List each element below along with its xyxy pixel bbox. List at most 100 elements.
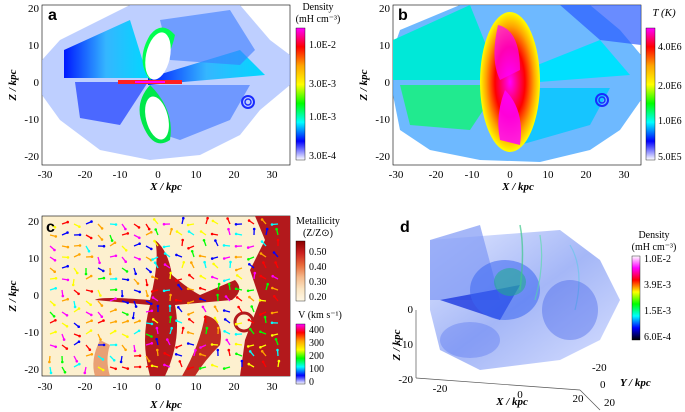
velocity-arrow-head: [203, 315, 207, 319]
velocity-arrow-head: [102, 269, 105, 273]
velocity-arrow-head: [212, 262, 215, 266]
panel-b-ytick: 10: [379, 40, 391, 52]
panel-c-xticks: -30 -20 -10 0 10 20 30: [38, 381, 278, 393]
velocity-arrow-head: [229, 260, 232, 264]
panel-b-colorbar-bar: [645, 27, 656, 161]
velocity-arrow-head: [66, 297, 69, 301]
velocity-arrow-head: [138, 236, 141, 240]
velocity-arrow-head: [181, 326, 185, 330]
panel-d-ztick: -10: [398, 339, 413, 351]
panel-c-xtick: 20: [229, 381, 241, 393]
velocity-arrow-head: [174, 353, 178, 356]
velocity-arrow-head: [138, 290, 141, 294]
panel-d-volume: [430, 224, 620, 370]
velocity-arrow-head: [124, 227, 127, 231]
panel-b-ytick: 20: [379, 3, 391, 15]
velocity-arrow-head: [182, 261, 186, 264]
velocity-arrow-head: [112, 359, 116, 362]
velocity-arrow-head: [155, 337, 158, 341]
panel-c-colorbar-metallicity: Metallicity (Z/Z⊙) 0.50 0.40 0.30 0.20: [295, 216, 340, 303]
velocity-arrow-head: [83, 371, 87, 375]
velocity-arrow-head: [175, 319, 178, 323]
velocity-arrow-head: [53, 259, 57, 262]
panel-c-colorbar2-tick: 300: [309, 338, 324, 349]
panel-a-ytick: 20: [28, 3, 40, 15]
velocity-arrow-head: [210, 232, 214, 236]
velocity-arrow-head: [147, 359, 151, 363]
velocity-arrow-head: [222, 309, 226, 312]
velocity-arrow-head: [175, 253, 178, 257]
velocity-arrow-head: [271, 286, 274, 290]
velocity-arrow-head: [225, 338, 229, 342]
velocity-arrow-head: [186, 287, 190, 291]
panel-d-ylabel: Y / kpc: [620, 377, 651, 389]
velocity-arrow-head: [275, 227, 278, 231]
panel-d-colorbar-tick: 1.0E-2: [644, 254, 671, 265]
velocity-arrow-head: [133, 349, 137, 353]
velocity-arrow-head: [114, 254, 118, 258]
velocity-arrow-head: [162, 245, 166, 249]
velocity-arrow-head: [138, 319, 141, 323]
velocity-arrow-head: [174, 279, 178, 282]
velocity-arrow-head: [266, 282, 270, 286]
velocity-arrow-head: [152, 218, 156, 221]
panel-d-xtick: 20: [573, 393, 585, 405]
panel-c-ytick: 0: [34, 290, 40, 302]
velocity-arrow-head: [187, 230, 191, 233]
velocity-arrow-head: [181, 238, 184, 242]
panel-a-ytick: -20: [24, 151, 39, 163]
velocity-arrow-head: [114, 297, 117, 301]
panel-a-map: [42, 5, 290, 160]
velocity-arrow-head: [276, 238, 280, 242]
velocity-arrow-head: [237, 305, 240, 309]
velocity-arrow-head: [277, 359, 281, 363]
panel-b-yticks: 20 10 0 -10 -20: [375, 3, 390, 163]
velocity-arrow-head: [260, 350, 264, 353]
panel-d: d Z / kpc X / kpc Y / kpc 0 -10 -20 -20 …: [391, 219, 677, 411]
velocity-arrow-head: [182, 216, 185, 220]
velocity-arrow-head: [155, 326, 159, 330]
velocity-arrow-head: [154, 228, 157, 231]
velocity-arrow-head: [110, 239, 114, 242]
panel-b-xtick: -30: [389, 169, 404, 181]
velocity-arrow-head: [199, 286, 202, 290]
panel-d-colorbar: Density (mH cm⁻³) 1.0E-2 3.9E-3 1.5E-3 6…: [632, 230, 677, 343]
velocity-arrow-head: [54, 345, 57, 349]
velocity-arrow-head: [213, 305, 217, 309]
velocity-arrow-head: [78, 253, 81, 256]
velocity-arrow-head: [222, 257, 226, 260]
velocity-arrow-head: [234, 322, 238, 326]
panel-b-ytick: -10: [375, 114, 390, 126]
velocity-arrow-head: [53, 303, 56, 307]
velocity-arrow-head: [134, 305, 138, 308]
velocity-arrow-head: [273, 295, 276, 298]
panel-d-ytick: 20: [604, 397, 616, 409]
velocity-arrow-head: [223, 318, 227, 321]
velocity-arrow-head: [222, 367, 226, 370]
velocity-arrow-head: [114, 343, 118, 347]
panel-c: c Z / kpc X / kpc -30 -20 -10 0 10 20 30…: [7, 215, 342, 411]
velocity-arrow-head: [186, 223, 190, 227]
velocity-arrow-head: [54, 235, 58, 238]
velocity-arrow-head: [77, 340, 81, 344]
panel-c-yticks: 20 10 0 -10 -20: [24, 216, 39, 376]
panel-c-colorbar2-tick: 100: [309, 364, 324, 375]
velocity-arrow-head: [54, 287, 57, 290]
velocity-arrow-head: [61, 294, 65, 298]
velocity-arrow-head: [205, 326, 209, 330]
velocity-arrow-head: [174, 298, 178, 302]
velocity-arrow-head: [66, 231, 69, 234]
velocity-arrow-head: [53, 270, 56, 274]
panel-d-colorbar-tick: 3.9E-3: [644, 280, 671, 291]
velocity-arrow-head: [227, 227, 230, 231]
velocity-arrow-head: [274, 338, 278, 341]
velocity-arrow-head: [101, 368, 105, 372]
velocity-arrow-head: [187, 313, 190, 316]
velocity-arrow-head: [217, 326, 220, 330]
velocity-arrow-head: [78, 244, 82, 247]
panel-b-xticks: -30 -20 -10 0 10 20 30: [389, 169, 630, 181]
velocity-arrow-head: [89, 303, 92, 307]
velocity-arrow-head: [124, 249, 128, 252]
velocity-arrow-head: [98, 261, 101, 265]
velocity-arrow-head: [199, 274, 203, 278]
